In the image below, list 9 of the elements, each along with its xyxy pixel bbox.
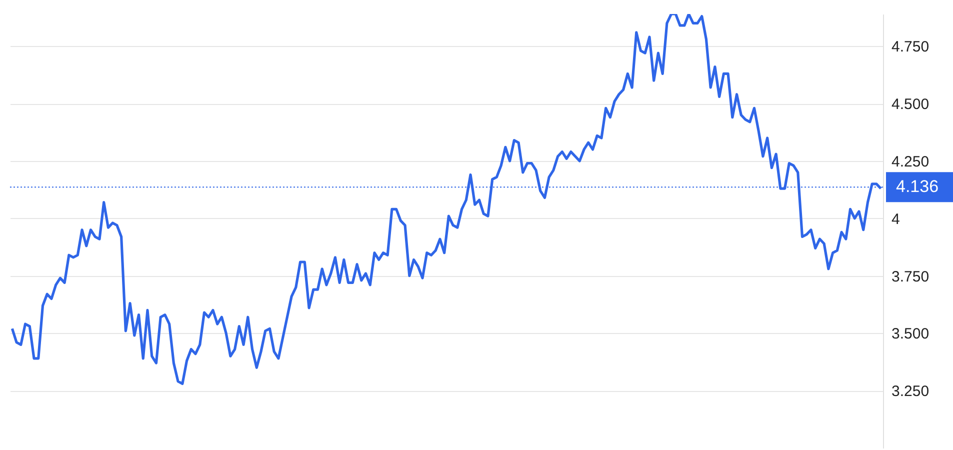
y-tick-label: 4.750 [892, 38, 930, 56]
y-tick-label: 4.250 [892, 153, 930, 170]
y-tick-label: 4 [892, 210, 900, 228]
line-series [10, 14, 882, 386]
y-tick-label: 4.500 [892, 96, 930, 114]
y-tick-label: 3.500 [892, 326, 930, 343]
y-tick-label: 3.250 [892, 383, 930, 400]
y-tick-label: 3.750 [892, 268, 930, 286]
ref-line-label: 4.136 [896, 177, 939, 196]
